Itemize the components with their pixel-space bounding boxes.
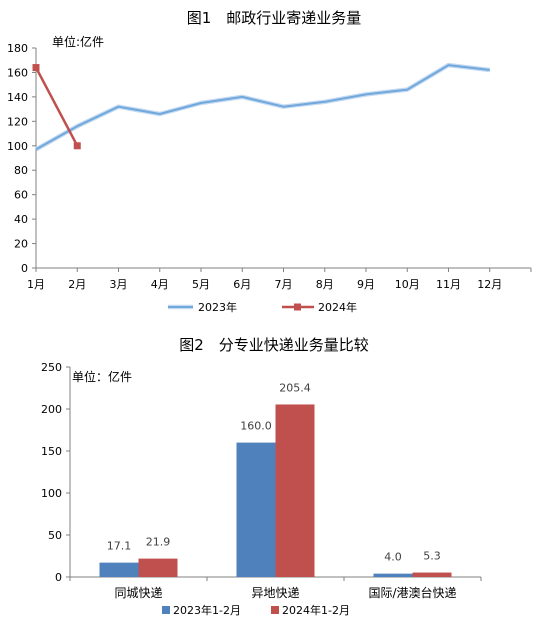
chart2-y-tick-label: 50 xyxy=(48,529,62,542)
chart2-y-tick-label: 150 xyxy=(41,445,62,458)
chart1-legend-marker xyxy=(294,303,301,311)
chart1-y-tick-label: 60 xyxy=(14,189,28,202)
chart1-point-2024年 xyxy=(32,64,40,72)
chart2-data-label: 205.4 xyxy=(279,381,311,394)
chart2-x-tick-label: 异地快递 xyxy=(251,586,299,600)
chart1-y-tick-label: 180 xyxy=(7,42,28,55)
chart1-x-tick-label: 10月 xyxy=(395,278,420,291)
chart1-x-tick-label: 12月 xyxy=(477,278,502,291)
chart1-y-tick-label: 120 xyxy=(7,115,28,128)
chart1-series-line-2023年 xyxy=(35,64,490,151)
chart1-y-tick-label: 0 xyxy=(21,262,28,275)
chart2-y-tick-label: 200 xyxy=(41,403,62,416)
chart2-x-tick-label: 同城快递 xyxy=(114,586,162,600)
chart2-bar-2024年1-2月 xyxy=(412,572,452,577)
chart1-x-tick-label: 5月 xyxy=(192,278,210,291)
chart1-y-tick-label: 160 xyxy=(7,66,28,79)
chart2-data-label: 21.9 xyxy=(146,536,171,549)
chart2-y-tick-label: 250 xyxy=(41,361,62,374)
chart2-bar-2024年1-2月 xyxy=(275,404,315,577)
chart2-data-label: 17.1 xyxy=(107,540,132,553)
chart1-legend-label: 2023年 xyxy=(198,300,237,314)
chart2-legend-label: 2023年1-2月 xyxy=(173,603,241,617)
chart2-bar-2023年1-2月 xyxy=(99,562,139,577)
chart2-title: 图2 分专业快递业务量比较 xyxy=(179,336,369,354)
chart2-legend-swatch xyxy=(271,606,279,614)
chart1-legend-label: 2024年 xyxy=(318,300,357,314)
chart2-data-label: 160.0 xyxy=(240,420,272,433)
chart2-unit-label: 单位：亿件 xyxy=(72,369,132,384)
chart2-data-label: 5.3 xyxy=(423,550,441,563)
chart1-y-tick-label: 80 xyxy=(14,164,28,177)
chart1-x-tick-label: 2月 xyxy=(68,278,86,291)
chart1-y-tick-label: 100 xyxy=(7,140,28,153)
chart1-title: 图1 邮政行业寄递业务量 xyxy=(186,9,362,27)
chart1-series-line-2024年 xyxy=(34,67,79,147)
chart1-x-tick-label: 3月 xyxy=(110,278,128,291)
chart2-legend-swatch xyxy=(162,606,170,614)
chart1-series-line-2023年-halo xyxy=(34,62,491,152)
chart2-data-label: 4.0 xyxy=(384,551,402,564)
chart1-x-tick-label: 8月 xyxy=(316,278,334,291)
chart2-y-tick-label: 100 xyxy=(41,487,62,500)
chart1-x-tick-label: 7月 xyxy=(275,278,293,291)
chart1-x-tick-label: 11月 xyxy=(436,278,461,291)
chart1-y-tick-label: 20 xyxy=(14,238,28,251)
chart2-legend-label: 2024年1-2月 xyxy=(282,603,350,617)
chart1-point-2024年 xyxy=(73,142,81,150)
chart1-y-tick-label: 140 xyxy=(7,91,28,104)
chart1-x-tick-label: 6月 xyxy=(233,278,251,291)
chart1-line-chart: 0 20 40 60 80 100 120 140 160 180 1月 2月 3月 4月 5月 6月 7月 8月… xyxy=(7,34,532,314)
chart2-bar-2023年1-2月 xyxy=(236,442,276,577)
chart1-x-tick-label: 4月 xyxy=(151,278,169,291)
chart1-unit-label: 单位:亿件 xyxy=(52,34,104,49)
chart2-bar-2023年1-2月 xyxy=(373,573,413,577)
chart1-x-tick-label: 1月 xyxy=(27,278,45,291)
chart1-y-tick-label: 40 xyxy=(14,213,28,226)
chart2-bar-2024年1-2月 xyxy=(138,558,178,577)
chart1-x-tick-label: 9月 xyxy=(357,278,375,291)
chart2-y-tick-label: 0 xyxy=(55,571,62,584)
chart2-x-tick-label: 国际/港澳台快递 xyxy=(368,585,456,600)
